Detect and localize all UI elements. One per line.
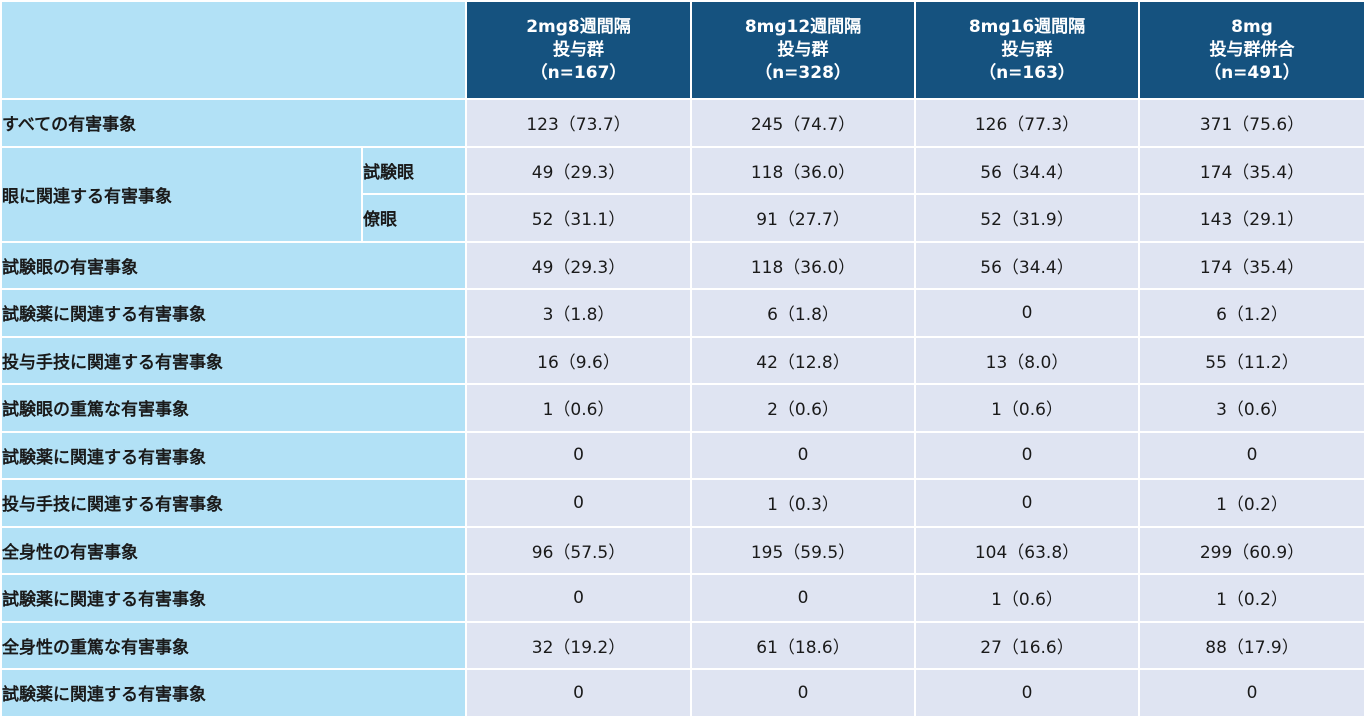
table-cell: 2（0.6） (690, 383, 916, 433)
table-cell: 0 (690, 430, 916, 480)
table-row: 僚眼 52（31.1） 91（27.7） 52（31.9） 143（29.1） (1, 193, 1364, 243)
table-cell: 0 (465, 573, 692, 623)
column-header-line: 8mg12週間隔 (744, 16, 862, 37)
table-cell: 13（8.0） (914, 335, 1140, 385)
header-row: 2mg8週間隔 投与群 （n=167） 8mg12週間隔 投与群 （n=328）… (0, 0, 1364, 100)
table-row: 投与手技に関連する有害事象 16（9.6） 42（12.8） 13（8.0） 5… (0, 335, 1364, 385)
table-cell: 0 (690, 668, 916, 718)
table-cell: 52（31.9） (914, 193, 1140, 243)
table-row: 試験薬に関連する有害事象 0 0 0 0 (0, 430, 1364, 480)
column-header-2mg8w: 2mg8週間隔 投与群 （n=167） (465, 0, 692, 100)
table-cell: 299（60.9） (1138, 525, 1364, 575)
table-cell: 371（75.6） (1138, 98, 1364, 148)
table-cell: 0 (1138, 430, 1364, 480)
table-cell: 32（19.2） (465, 620, 692, 670)
table-cell: 49（29.3） (465, 240, 692, 290)
table-cell: 91（27.7） (690, 193, 916, 243)
column-header-line: （n=328） (755, 62, 851, 83)
column-header-8mg-pooled: 8mg 投与群併合 （n=491） (1138, 0, 1364, 100)
row-sublabel: 僚眼 (361, 193, 467, 243)
row-label: 投与手技に関連する有害事象 (0, 335, 467, 385)
table-row: 眼に関連する有害事象 試験眼 49（29.3） 118（36.0） 56（34.… (0, 145, 1364, 243)
table-row: 全身性の有害事象 96（57.5） 195（59.5） 104（63.8） 29… (0, 525, 1364, 575)
row-label: 試験眼の重篤な有害事象 (0, 383, 467, 433)
table-cell: 6（1.8） (690, 288, 916, 338)
table-cell: 52（31.1） (465, 193, 692, 243)
table-cell: 61（18.6） (690, 620, 916, 670)
table-cell: 0 (1138, 668, 1364, 718)
table-row: 投与手技に関連する有害事象 0 1（0.3） 0 1（0.2） (0, 478, 1364, 528)
table-cell: 174（35.4） (1138, 145, 1364, 195)
column-header-8mg12w: 8mg12週間隔 投与群 （n=328） (690, 0, 916, 100)
table-row: 試験薬に関連する有害事象 3（1.8） 6（1.8） 0 6（1.2） (0, 288, 1364, 338)
table-cell: 0 (914, 478, 1140, 528)
table-cell: 16（9.6） (465, 335, 692, 385)
column-header-line: 8mg16週間隔 (968, 16, 1086, 37)
table-cell: 1（0.6） (914, 573, 1140, 623)
table-cell: 195（59.5） (690, 525, 916, 575)
row-label: すべての有害事象 (0, 98, 467, 148)
table-cell: 118（36.0） (690, 240, 916, 290)
table-cell: 123（73.7） (465, 98, 692, 148)
column-header-line: （n=491） (1204, 62, 1300, 83)
row-label: 全身性の重篤な有害事象 (0, 620, 467, 670)
table-cell: 3（0.6） (1138, 383, 1364, 433)
table-row: 試験眼の有害事象 49（29.3） 118（36.0） 56（34.4） 174… (0, 240, 1364, 290)
table-cell: 55（11.2） (1138, 335, 1364, 385)
row-label: 試験眼の有害事象 (0, 240, 467, 290)
table-cell: 0 (465, 668, 692, 718)
table-row: 試験眼の重篤な有害事象 1（0.6） 2（0.6） 1（0.6） 3（0.6） (0, 383, 1364, 433)
table-cell: 56（34.4） (914, 240, 1140, 290)
table-cell: 126（77.3） (914, 98, 1140, 148)
table-cell: 3（1.8） (465, 288, 692, 338)
table-cell: 1（0.2） (1138, 478, 1364, 528)
table-cell: 0 (914, 430, 1140, 480)
table-cell: 245（74.7） (690, 98, 916, 148)
row-label: 全身性の有害事象 (0, 525, 467, 575)
row-label: 試験薬に関連する有害事象 (0, 668, 467, 718)
table-cell: 0 (465, 478, 692, 528)
column-header-line: 投与群 (1001, 39, 1053, 60)
row-label: 試験薬に関連する有害事象 (0, 288, 467, 338)
table-cell: 143（29.1） (1138, 193, 1364, 243)
table-cell: 1（0.6） (914, 383, 1140, 433)
table-cell: 0 (914, 668, 1140, 718)
row-label: 投与手技に関連する有害事象 (0, 478, 467, 528)
table-cell: 174（35.4） (1138, 240, 1364, 290)
column-header-8mg16w: 8mg16週間隔 投与群 （n=163） (914, 0, 1140, 100)
table-row: 試験薬に関連する有害事象 0 0 0 0 (0, 668, 1364, 718)
header-corner-cell (0, 0, 467, 100)
table-cell: 88（17.9） (1138, 620, 1364, 670)
column-header-line: 8mg (1231, 16, 1273, 37)
table-cell: 0 (914, 288, 1140, 338)
table-cell: 42（12.8） (690, 335, 916, 385)
table-cell: 1（0.3） (690, 478, 916, 528)
table-cell: 0 (465, 430, 692, 480)
row-sublabel: 試験眼 (361, 145, 467, 195)
table-cell: 1（0.2） (1138, 573, 1364, 623)
table-cell: 56（34.4） (914, 145, 1140, 195)
table-cell: 6（1.2） (1138, 288, 1364, 338)
table-row: すべての有害事象 123（73.7） 245（74.7） 126（77.3） 3… (0, 98, 1364, 148)
column-header-line: 投与群 (553, 39, 604, 60)
column-header-line: （n=167） (530, 62, 627, 83)
column-header-line: 2mg8週間隔 (526, 16, 631, 37)
column-header-line: 投与群 (777, 39, 829, 60)
table-cell: 118（36.0） (690, 145, 916, 195)
table-cell: 0 (690, 573, 916, 623)
column-header-line: （n=163） (979, 62, 1075, 83)
table-cell: 96（57.5） (465, 525, 692, 575)
table-cell: 1（0.6） (465, 383, 692, 433)
table-row: 全身性の重篤な有害事象 32（19.2） 61（18.6） 27（16.6） 8… (0, 620, 1364, 670)
column-header-line: 投与群併合 (1209, 39, 1295, 60)
row-label: 試験薬に関連する有害事象 (0, 573, 467, 623)
table-row: 試験薬に関連する有害事象 0 0 1（0.6） 1（0.2） (0, 573, 1364, 623)
row-label: 眼に関連する有害事象 (0, 145, 363, 243)
table-cell: 49（29.3） (465, 145, 692, 195)
row-label: 試験薬に関連する有害事象 (0, 430, 467, 480)
table-cell: 104（63.8） (914, 525, 1140, 575)
table-cell: 27（16.6） (914, 620, 1140, 670)
